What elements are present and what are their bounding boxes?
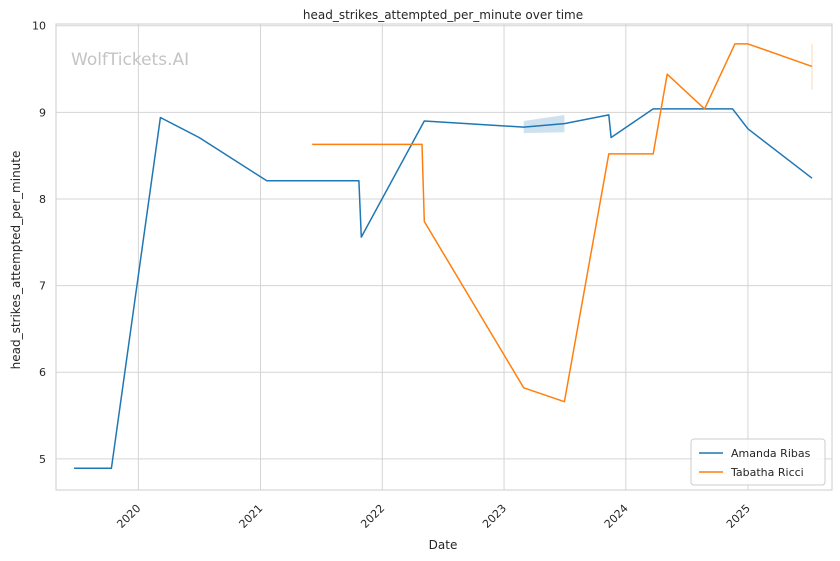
- series-lines: [74, 43, 813, 470]
- legend-box: [690, 438, 826, 486]
- y-tick-labels: 5 6 7 8 9 10: [32, 20, 46, 466]
- y-tick-label: 8: [39, 193, 46, 206]
- legend-label-amanda-ribas: Amanda Ribas: [731, 447, 811, 460]
- series-line-amanda-ribas: [74, 108, 813, 470]
- confidence-bands: [523, 43, 813, 134]
- legend-label-tabatha-ricci: Tabatha Ricci: [730, 466, 804, 479]
- x-tick-label: 2025: [724, 502, 753, 531]
- plot-area: [55, 23, 833, 491]
- y-tick-label: 5: [39, 453, 46, 466]
- y-tick-label: 9: [39, 106, 46, 119]
- x-tick-label: 2024: [602, 502, 631, 531]
- series-line-tabatha-ricci: [312, 43, 813, 403]
- watermark: WolfTickets.AI: [71, 50, 189, 70]
- y-tick-label: 7: [39, 280, 46, 293]
- x-axis-label: Date: [429, 538, 458, 552]
- y-axis-label: head_strikes_attempted_per_minute: [9, 151, 23, 370]
- x-tick-label: 2020: [114, 502, 143, 531]
- band-amanda-ribas: [523, 114, 565, 134]
- y-tick-label: 10: [32, 20, 46, 33]
- x-tick-label: 2022: [358, 502, 387, 531]
- x-tick-label: 2021: [237, 502, 266, 531]
- grid: [56, 24, 832, 490]
- x-tick-labels: 2020 2021 2022 2023 2024 2025: [114, 502, 753, 531]
- x-tick-label: 2023: [480, 502, 509, 531]
- y-tick-label: 6: [39, 366, 46, 379]
- legend: Amanda Ribas Tabatha Ricci: [690, 438, 826, 486]
- chart-title: head_strikes_attempted_per_minute over t…: [303, 8, 583, 22]
